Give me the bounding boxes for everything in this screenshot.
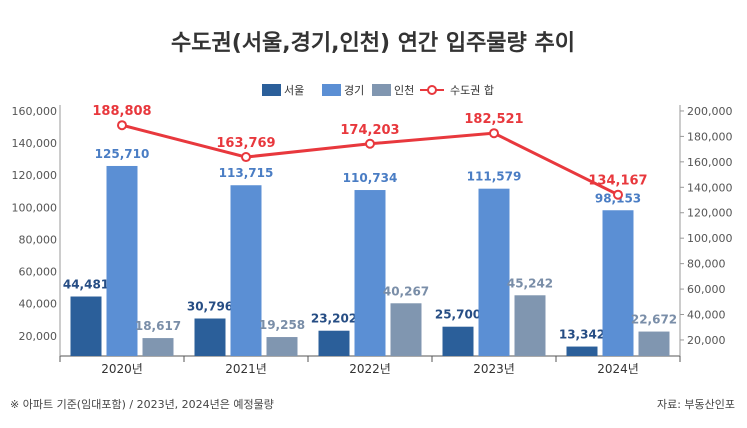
bar-경기: [106, 165, 138, 356]
right-tick-label: 60,000: [687, 283, 726, 296]
bar-value-label: 13,342: [559, 328, 605, 342]
bar-서울: [194, 318, 226, 356]
bar-value-label: 40,267: [383, 284, 429, 298]
bar-서울: [318, 330, 350, 356]
line-value-label: 182,521: [464, 112, 523, 127]
left-tick-label: 60,000: [19, 266, 58, 279]
line-value-label: 174,203: [340, 123, 399, 138]
right-tick-label: 100,000: [687, 232, 733, 245]
bar-경기: [230, 185, 262, 356]
legend-label: 수도권 합: [450, 84, 494, 97]
x-tick-label: 2022년: [349, 362, 391, 376]
left-tick-label: 20,000: [19, 330, 58, 343]
line-series: 188,808 163,769 174,203 182,521 134,167: [92, 104, 648, 200]
legend-label: 경기: [344, 84, 364, 97]
bar-value-label: 18,617: [135, 319, 181, 333]
bar-경기: [478, 188, 510, 356]
bar-value-label: 44,481: [63, 278, 109, 292]
bar-value-label: 25,700: [435, 308, 481, 322]
bar-value-label: 110,734: [343, 171, 398, 185]
bar-경기: [602, 210, 634, 356]
x-tick-label: 2020년: [101, 362, 143, 376]
bar-value-label: 125,710: [95, 147, 150, 161]
line-point: [365, 138, 375, 149]
right-tick-label: 200,000: [687, 105, 733, 118]
bar-인천: [142, 338, 174, 356]
left-tick-label: 80,000: [19, 233, 58, 246]
chart-title: 수도권(서울,경기,인천) 연간 입주물량 추이: [171, 31, 575, 56]
line-value-label: 134,167: [588, 174, 647, 189]
line-point: [117, 120, 127, 131]
source-note: 자료: 부동산인포: [657, 398, 735, 411]
legend-label: 서울: [284, 84, 304, 97]
bars: 44,481 30,796 23,202 25,700 13,342 125,710 113…: [63, 147, 677, 356]
bar-서울: [566, 346, 598, 356]
legend-swatch-인천: [372, 84, 391, 96]
bar-서울: [70, 296, 102, 356]
x-tick-label: 2021년: [225, 362, 267, 376]
footnote: ※ 아파트 기준(임대포함) / 2023년, 2024년은 예정물량: [10, 398, 274, 411]
bar-value-label: 23,202: [311, 312, 357, 326]
left-tick-label: 100,000: [12, 201, 58, 214]
legend-swatch-서울: [262, 84, 281, 96]
bar-서울: [442, 326, 474, 356]
right-tick-label: 80,000: [687, 258, 726, 271]
legend-label: 인천: [394, 83, 414, 97]
right-tick-label: 20,000: [687, 334, 726, 347]
legend: 서울 경기 인천 수도권 합: [262, 83, 494, 97]
line-point: [241, 152, 251, 163]
bar-인천: [390, 303, 422, 356]
left-tick-label: 160,000: [12, 105, 58, 118]
bar-value-label: 19,258: [259, 318, 305, 332]
x-tick-label: 2023년: [473, 362, 515, 376]
line-point: [489, 128, 499, 139]
left-tick-label: 120,000: [12, 169, 58, 182]
bar-value-label: 45,242: [507, 276, 553, 290]
line-value-label: 163,769: [216, 136, 275, 151]
bar-value-label: 30,796: [187, 300, 233, 314]
bar-value-label: 111,579: [467, 170, 522, 184]
right-tick-label: 120,000: [687, 207, 733, 220]
bar-경기: [354, 190, 386, 356]
bar-인천: [638, 331, 670, 356]
bar-인천: [514, 295, 546, 356]
bar-인천: [266, 337, 298, 356]
left-tick-label: 40,000: [19, 298, 58, 311]
left-tick-label: 140,000: [12, 137, 58, 150]
line-point: [613, 189, 623, 200]
bar-value-label: 113,715: [219, 166, 274, 180]
legend-swatch-경기: [322, 84, 341, 96]
legend-marker: [427, 85, 437, 95]
right-tick-label: 140,000: [687, 181, 733, 194]
line-value-label: 188,808: [92, 104, 151, 119]
right-tick-label: 180,000: [687, 130, 733, 143]
axes: 20,000 40,000 60,000 80,000 100,000 120,000 14…: [12, 105, 733, 376]
right-tick-label: 40,000: [687, 309, 726, 322]
x-tick-label: 2024년: [597, 362, 639, 376]
bar-value-label: 22,672: [631, 313, 677, 327]
right-tick-label: 160,000: [687, 156, 733, 169]
